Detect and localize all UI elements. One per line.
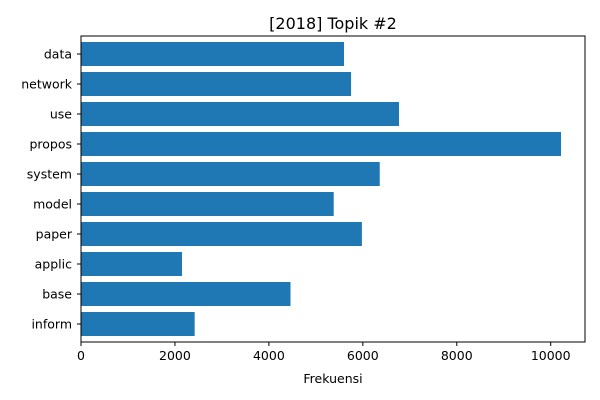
bar-paper — [81, 222, 362, 246]
y-tick-label-inform: inform — [31, 317, 72, 332]
x-tick-label-0: 0 — [77, 348, 85, 363]
bar-model — [81, 192, 334, 216]
y-axis: data network use propos system model paper appl… — [21, 47, 81, 332]
x-tick-label-10000: 10000 — [531, 348, 571, 363]
bars-group — [81, 42, 562, 336]
bar-network — [81, 72, 352, 96]
bar-use — [81, 102, 399, 126]
y-tick-label-use: use — [50, 107, 72, 122]
bar-system — [81, 162, 380, 186]
x-tick-label-6000: 6000 — [347, 348, 379, 363]
bar-applic — [81, 252, 182, 276]
bar-propos — [81, 132, 562, 156]
y-tick-label-propos: propos — [29, 137, 72, 152]
y-tick-label-network: network — [21, 77, 73, 92]
y-tick-label-data: data — [44, 47, 72, 62]
y-tick-label-system: system — [27, 167, 72, 182]
chart-title: [2018] Topik #2 — [269, 14, 397, 33]
y-tick-label-model: model — [33, 197, 72, 212]
plot-frame — [80, 35, 586, 343]
x-tick-label-2000: 2000 — [159, 348, 191, 363]
x-axis-label: Frekuensi — [303, 371, 362, 386]
y-tick-label-paper: paper — [36, 227, 73, 242]
x-tick-label-8000: 8000 — [441, 348, 473, 363]
bar-data — [81, 42, 345, 66]
x-tick-label-4000: 4000 — [253, 348, 285, 363]
y-tick-label-base: base — [42, 287, 72, 302]
x-axis: 0 2000 4000 6000 8000 10000 — [77, 342, 571, 363]
bar-inform — [81, 312, 195, 336]
y-tick-label-applic: applic — [35, 257, 72, 272]
bar-base — [81, 282, 291, 306]
